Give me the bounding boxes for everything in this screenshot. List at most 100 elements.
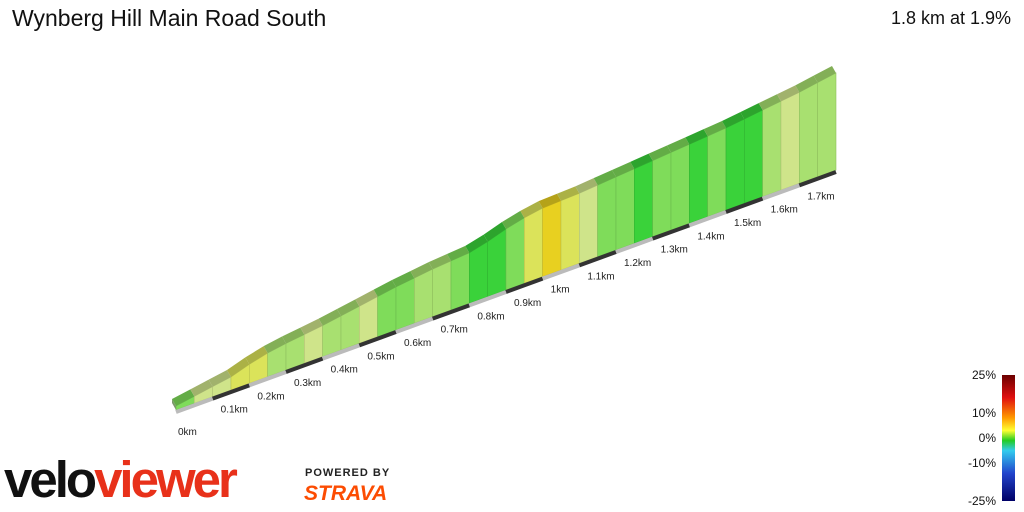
- profile-segment-wall: [799, 82, 818, 184]
- profile-segment-top: [318, 309, 341, 326]
- profile-segment-top: [245, 346, 268, 365]
- distance-tick-label: 0km: [178, 427, 197, 438]
- profile-segment-top: [208, 370, 231, 387]
- distance-tick-label: 0.1km: [221, 405, 248, 416]
- profile-segment-wall: [524, 207, 543, 284]
- profile-segment-top: [557, 186, 580, 201]
- distance-tick-label: 0.6km: [404, 338, 431, 349]
- distance-tick-label: 1km: [551, 285, 570, 296]
- profile-segment-wall: [817, 72, 837, 178]
- distance-tick-label: 0.2km: [257, 391, 284, 402]
- profile-segment-wall: [652, 152, 672, 238]
- profile-segment-top: [777, 85, 800, 102]
- veloviewer-logo: veloviewer: [4, 451, 238, 508]
- profile-segment-wall: [414, 268, 433, 324]
- profile-start-cap: [172, 399, 176, 410]
- profile-segment-top: [758, 94, 781, 111]
- distance-ruler-segment: [615, 236, 654, 254]
- profile-segment-wall: [579, 184, 598, 264]
- profile-segment-wall: [689, 135, 708, 224]
- profile-segment-top: [575, 178, 598, 194]
- strava-logo: STRAVA: [304, 482, 388, 505]
- distance-ticks: 0km 0.1km 0.2km 0.3km 0.4km 0.5km 0.6km 0.7km 0.…: [175, 170, 837, 438]
- profile-segment-wall: [505, 217, 525, 291]
- legend-label: -25%: [968, 494, 996, 508]
- legend-label: 25%: [972, 368, 996, 382]
- profile-walls: [172, 72, 837, 411]
- distance-ruler-segment: [468, 290, 507, 308]
- profile-segment-top: [190, 379, 213, 397]
- profile-segment-top: [538, 193, 561, 209]
- distance-ruler-segment: [761, 183, 801, 201]
- profile-segment-top: [465, 234, 488, 253]
- profile-segment-wall: [432, 260, 452, 318]
- profile-segment-top: [428, 254, 451, 270]
- profile-segment-top: [263, 336, 286, 354]
- distance-tick-label: 0.7km: [441, 325, 468, 336]
- profile-segment-top: [667, 137, 690, 153]
- profile-segment-wall: [780, 91, 800, 191]
- profile-segment-top: [373, 280, 396, 297]
- profile-segment-top: [172, 389, 195, 406]
- distance-ruler-segment: [541, 263, 581, 281]
- segment-title: Wynberg Hill Main Road South: [12, 5, 327, 31]
- profile-segment-top: [520, 201, 543, 218]
- distance-ruler-segment: [175, 396, 214, 414]
- powered-by-label: POWERED BY: [305, 467, 391, 479]
- distance-tick-label: 1.5km: [734, 218, 761, 229]
- distance-tick-label: 0.5km: [367, 351, 394, 362]
- distance-tick-label: 1.3km: [661, 245, 688, 256]
- profile-segment-top: [337, 299, 360, 316]
- distance-tick-label: 1.4km: [697, 231, 724, 242]
- profile-segment-top: [703, 121, 726, 137]
- profile-road: [172, 66, 836, 406]
- distance-ruler-segment: [358, 330, 397, 348]
- profile-segment-wall: [395, 277, 415, 331]
- distance-tick-label: 0.8km: [477, 311, 504, 322]
- profile-segment-top: [740, 103, 763, 120]
- profile-segment-top: [483, 222, 506, 242]
- distance-tick-label: 1.1km: [587, 271, 614, 282]
- profile-segment-wall: [450, 252, 470, 311]
- distance-ruler-segment: [798, 170, 837, 188]
- legend-label: 0%: [979, 431, 997, 445]
- profile-segment-top: [282, 327, 305, 344]
- distance-ruler-segment: [285, 356, 324, 374]
- profile-segment-top: [813, 66, 836, 83]
- distance-tick-label: 1.7km: [807, 191, 834, 202]
- profile-segment-top: [722, 112, 745, 128]
- profile-segment-wall: [670, 143, 690, 231]
- profile-segment-wall: [762, 100, 782, 198]
- profile-segment-top: [300, 318, 323, 335]
- distance-tick-label: 0.3km: [294, 378, 321, 389]
- distance-ruler-segment: [395, 316, 434, 334]
- gradient-legend: 25% 10% 0% -10% -25%: [968, 368, 1015, 508]
- distance-ruler-segment: [211, 383, 251, 401]
- profile-segment-top: [447, 245, 470, 261]
- profile-segment-wall: [597, 176, 617, 258]
- profile-segment-top: [685, 129, 708, 145]
- distance-tick-label: 0.9km: [514, 298, 541, 309]
- profile-segment-top: [593, 170, 616, 186]
- profile-segment-top: [648, 145, 671, 161]
- distance-ruler-segment: [688, 210, 727, 228]
- distance-ruler-segment: [578, 250, 617, 268]
- gradient-legend-bar: [1002, 375, 1015, 501]
- distance-ruler-segment: [321, 343, 361, 361]
- profile-segment-top: [355, 289, 378, 307]
- profile-segment-wall: [542, 200, 562, 278]
- logo-velo: velo: [4, 451, 97, 508]
- profile-segment-wall: [615, 168, 635, 251]
- profile-segment-top: [227, 357, 250, 377]
- logo-viewer: viewer: [94, 451, 238, 508]
- profile-segment-wall: [560, 192, 580, 271]
- profile-segment-wall: [707, 127, 727, 218]
- legend-label: -10%: [968, 456, 996, 470]
- profile-segment-top: [612, 161, 635, 177]
- profile-segment-wall: [744, 109, 763, 204]
- distance-tick-label: 1.6km: [771, 205, 798, 216]
- distance-ruler-segment: [431, 303, 471, 321]
- profile-segment-top: [392, 271, 415, 287]
- distance-tick-label: 1.2km: [624, 258, 651, 269]
